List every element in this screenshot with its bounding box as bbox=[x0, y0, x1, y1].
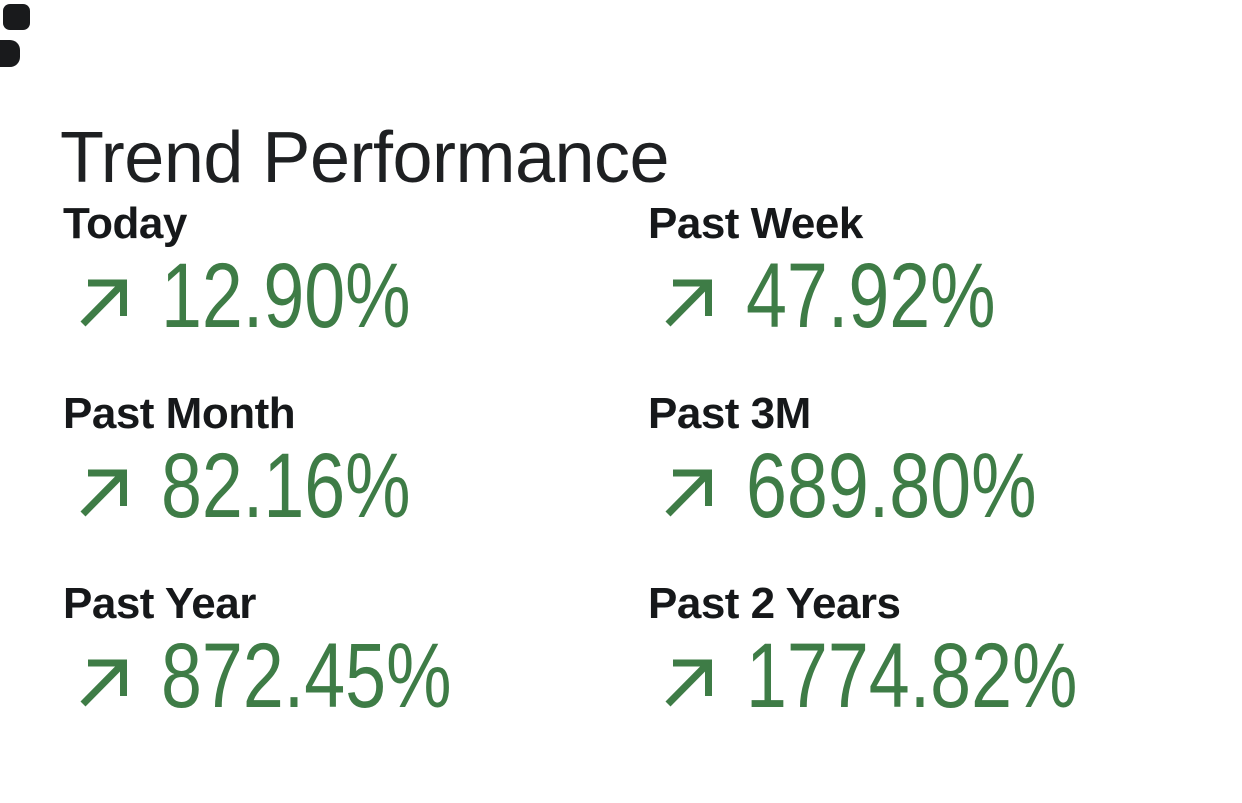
metric-value: 1774.82% bbox=[746, 625, 1078, 727]
metric-cell: Past Month 82.16% bbox=[63, 389, 648, 579]
arrow-up-right-icon bbox=[80, 659, 127, 707]
metric-label: Past Week bbox=[648, 199, 863, 248]
cropped-glyph-artifact-top bbox=[3, 4, 30, 30]
page-title: Trend Performance bbox=[60, 118, 670, 199]
metric-cell: Past 3M 689.80% bbox=[648, 389, 1242, 579]
metric-value-row: 47.92% bbox=[648, 250, 1242, 342]
metric-value: 689.80% bbox=[746, 435, 1037, 537]
metric-cell: Past 2 Years 1774.82% bbox=[648, 579, 1242, 769]
metric-value: 12.90% bbox=[161, 245, 411, 347]
metric-value-row: 872.45% bbox=[63, 630, 648, 722]
metric-label: Past 2 Years bbox=[648, 579, 901, 628]
metric-label: Past Month bbox=[63, 389, 296, 438]
metric-value-row: 82.16% bbox=[63, 440, 648, 532]
metric-cell: Past Week 47.92% bbox=[648, 199, 1242, 389]
metric-value: 47.92% bbox=[746, 245, 996, 347]
metric-value: 82.16% bbox=[161, 435, 411, 537]
metric-label: Past Year bbox=[63, 579, 256, 628]
metrics-grid: Today 12.90% Past Week 47.92% Past Month bbox=[63, 199, 1242, 769]
metric-label: Today bbox=[63, 199, 187, 248]
metric-label: Past 3M bbox=[648, 389, 811, 438]
arrow-up-right-icon bbox=[80, 279, 127, 327]
metric-value-row: 1774.82% bbox=[648, 630, 1242, 722]
arrow-up-right-icon bbox=[665, 279, 712, 327]
metric-value-row: 12.90% bbox=[63, 250, 648, 342]
metric-cell: Past Year 872.45% bbox=[63, 579, 648, 769]
metric-cell: Today 12.90% bbox=[63, 199, 648, 389]
arrow-up-right-icon bbox=[80, 469, 127, 517]
metric-value-row: 689.80% bbox=[648, 440, 1242, 532]
arrow-up-right-icon bbox=[665, 469, 712, 517]
metric-value: 872.45% bbox=[161, 625, 452, 727]
arrow-up-right-icon bbox=[665, 659, 712, 707]
cropped-glyph-artifact-bottom bbox=[0, 40, 20, 67]
